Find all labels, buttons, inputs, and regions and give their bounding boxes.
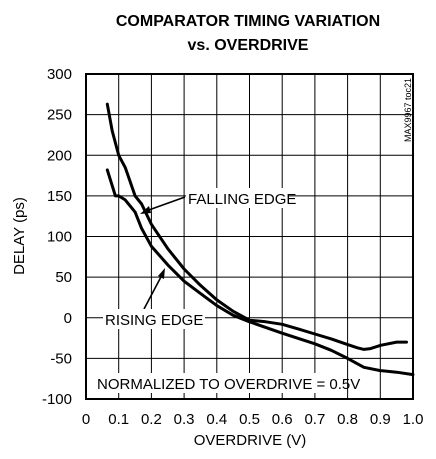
falling-edge-label-bg xyxy=(186,188,288,208)
y-tick-label: 100 xyxy=(47,229,72,246)
y-tick-label: 150 xyxy=(47,188,72,205)
y-tick-label: 0 xyxy=(64,310,72,327)
y-tick-label: 200 xyxy=(47,147,72,164)
x-tick-label: 0.1 xyxy=(108,411,129,428)
normalized-note: NORMALIZED TO OVERDRIVE = 0.5V xyxy=(97,376,360,393)
y-tick-label: -100 xyxy=(42,391,72,408)
plot-frame xyxy=(85,73,414,400)
y-axis-title: DELAY (ps) xyxy=(11,197,28,275)
x-tick-label: 0.5 xyxy=(239,411,260,428)
gridlines xyxy=(86,74,413,399)
x-axis-title: OVERDRIVE (V) xyxy=(194,432,307,449)
rising-edge-pointer xyxy=(143,274,163,310)
x-axis-tick-labels: 0 0.1 0.2 0.3 0.4 0.5 0.6 0.7 0.8 0.9 1.0 xyxy=(82,411,424,428)
falling-edge-label: FALLING EDGE xyxy=(188,191,296,208)
rising-edge-series-line xyxy=(105,168,415,377)
x-tick-label: 0.4 xyxy=(206,411,227,428)
chart-subtitle: vs. OVERDRIVE xyxy=(188,37,309,54)
x-tick-label: 0 xyxy=(82,411,90,428)
series-lines xyxy=(105,102,415,377)
x-tick-label: 0.3 xyxy=(174,411,195,428)
rising-edge-arrowhead xyxy=(158,268,165,279)
x-tick-label: 0.7 xyxy=(304,411,325,428)
y-axis-tick-labels: 300 250 200 150 100 50 0 -50 -100 xyxy=(42,66,72,408)
part-code-label: MAX9967 toc21 xyxy=(403,78,413,142)
x-tick-label: 0.6 xyxy=(272,411,293,428)
x-tick-label: 1.0 xyxy=(403,411,424,428)
chart-title: COMPARATOR TIMING VARIATION xyxy=(116,13,380,30)
falling-edge-pointer xyxy=(145,196,186,212)
falling-edge-arrowhead xyxy=(140,206,151,214)
y-tick-label: 250 xyxy=(47,107,72,124)
rising-edge-label: RISING EDGE xyxy=(105,312,203,329)
x-tick-label: 0.8 xyxy=(337,411,358,428)
y-tick-label: 50 xyxy=(55,269,72,286)
rising-edge-label-bg xyxy=(103,309,205,329)
y-tick-label: 300 xyxy=(47,66,72,83)
x-tick-label: 0.9 xyxy=(370,411,391,428)
normalized-note-bg xyxy=(95,373,338,393)
x-tick-label: 0.2 xyxy=(141,411,162,428)
y-tick-label: -50 xyxy=(50,350,72,367)
